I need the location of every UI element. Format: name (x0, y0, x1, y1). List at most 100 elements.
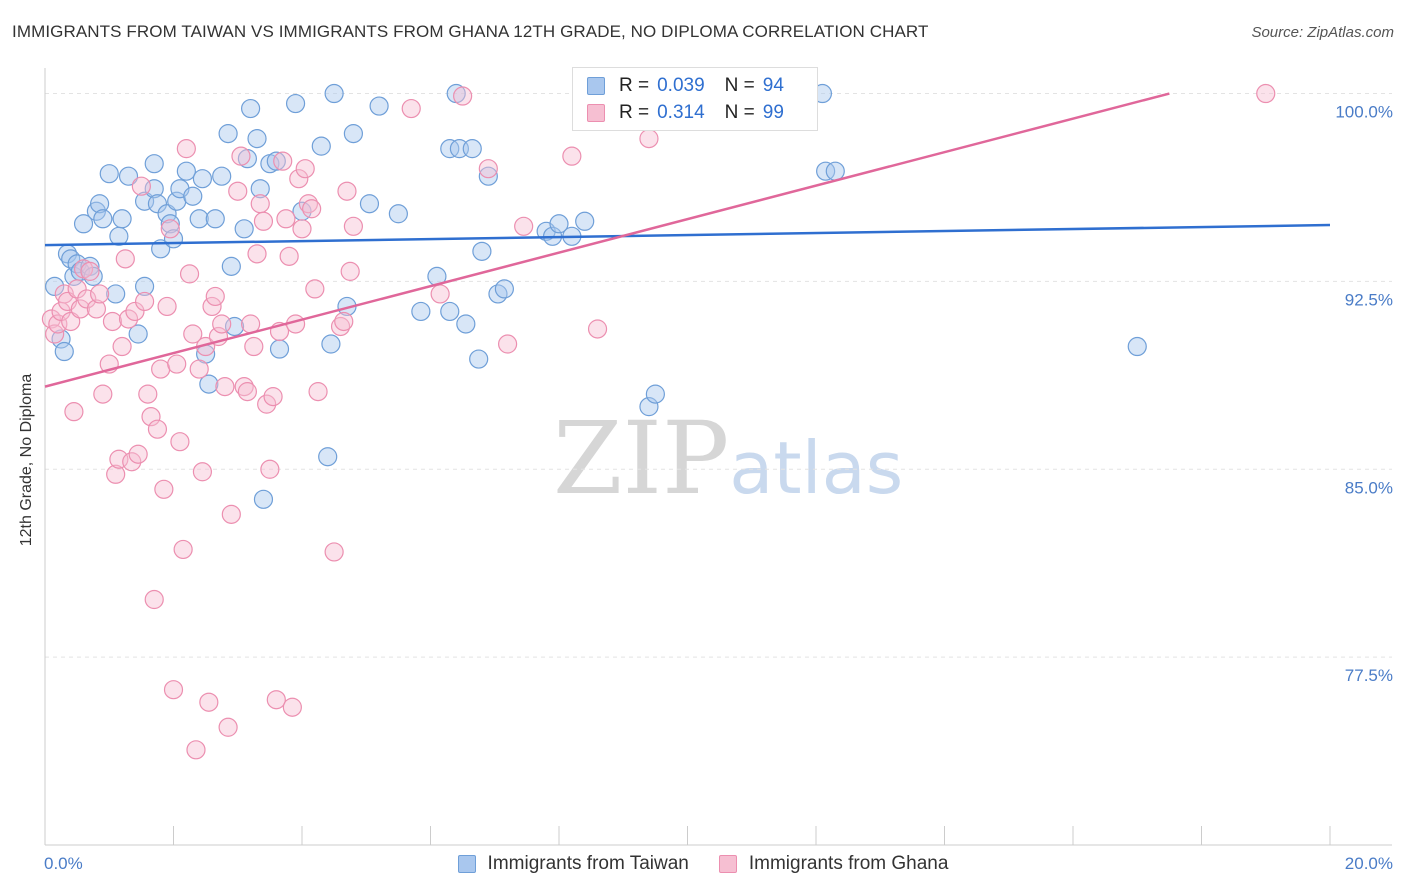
taiwan-point (54, 341, 74, 362)
taiwan-point (241, 98, 261, 119)
taiwan-point (51, 329, 71, 349)
ghana-point (212, 314, 232, 334)
taiwan-point (45, 276, 65, 297)
taiwan-point (645, 384, 665, 404)
ghana-point (292, 219, 312, 239)
ghana-point (324, 542, 344, 562)
taiwan-swatch (457, 855, 476, 873)
n-label: N = (724, 75, 755, 96)
ghana-point (244, 336, 264, 357)
taiwan-point (212, 166, 232, 186)
ghana-point (282, 697, 302, 717)
taiwan-point (359, 194, 380, 214)
n-value: 99 (762, 102, 784, 123)
ghana-point (77, 289, 97, 309)
ghana-point (199, 692, 219, 712)
taiwan-point (266, 151, 286, 171)
ghana-point (1256, 83, 1276, 104)
stats-row-ghana: R = 0.314 N = 99 (587, 101, 784, 125)
legend-item-ghana[interactable]: Immigrants from Ghana (718, 853, 948, 875)
n-label: N = (724, 102, 755, 123)
taiwan-point (269, 339, 290, 359)
ghana-point (266, 690, 286, 710)
x-tick-label: 20.0% (1345, 854, 1393, 873)
series-ghana-points (41, 83, 1276, 760)
watermark: ZIPatlas (553, 400, 903, 517)
taiwan-point (118, 166, 139, 186)
ghana-point (295, 159, 315, 179)
taiwan-point (134, 276, 155, 297)
ghana-point (453, 86, 473, 106)
ghana-point (340, 261, 360, 281)
ghana-point (134, 291, 155, 312)
ghana-point (639, 129, 659, 149)
taiwan-point (73, 214, 94, 234)
legend-item-taiwan[interactable]: Immigrants from Taiwan (457, 853, 689, 875)
taiwan-point (639, 397, 659, 417)
taiwan-point (549, 214, 569, 234)
chart-title: IMMIGRANTS FROM TAIWAN VS IMMIGRANTS FRO… (12, 22, 929, 41)
ghana-point (125, 301, 145, 322)
ghana-point (237, 382, 257, 402)
ghana-point (170, 432, 190, 452)
ghana-point (173, 539, 193, 560)
ghana-point (221, 504, 241, 524)
taiwan-point (318, 447, 338, 467)
r-value: 0.314 (657, 102, 705, 123)
ghana-point (131, 176, 151, 196)
taiwan-point (144, 154, 164, 174)
taiwan-point (311, 136, 331, 156)
taiwan-point (189, 209, 209, 229)
ghana-point (263, 387, 283, 407)
taiwan-point (369, 96, 389, 116)
watermark-zip: ZIP (553, 400, 730, 517)
ghana-point (167, 354, 187, 374)
taiwan-point (462, 139, 482, 159)
ghana-point (80, 261, 100, 281)
taiwan-point (247, 129, 267, 149)
axes (44, 68, 1392, 846)
ghana-point (176, 139, 196, 159)
ghana-point (478, 159, 498, 179)
ghana-point (562, 146, 582, 166)
taiwan-point (825, 161, 845, 181)
ghana-point (253, 211, 274, 231)
ghana-point (192, 462, 213, 482)
ghana-point (93, 384, 113, 404)
ghana-point (160, 219, 180, 239)
taiwan-point (90, 194, 110, 214)
ghana-point (587, 319, 608, 339)
ghana-point (122, 452, 142, 472)
ghana-swatch (587, 104, 605, 122)
series-legend: Immigrants from Taiwan Immigrants from G… (0, 852, 1406, 876)
taiwan-trend-line (44, 223, 1331, 247)
ghana-point (179, 264, 200, 284)
ghana-point (186, 740, 206, 760)
watermark-atlas: atlas (729, 426, 904, 510)
r-label: R = (619, 75, 650, 96)
taiwan-point (183, 186, 203, 206)
ghana-point (273, 151, 293, 171)
ghana-point (302, 199, 322, 219)
ghana-point (260, 459, 280, 479)
x-tick-label: 0.0% (44, 854, 83, 873)
taiwan-point (494, 279, 514, 299)
grid-lines (45, 93, 1392, 658)
ghana-point (138, 384, 158, 404)
taiwan-point (199, 374, 219, 394)
ghana-point (305, 279, 325, 299)
ghana-point (102, 311, 123, 332)
r-label: R = (619, 102, 650, 123)
y-tick-label: 85.0% (1345, 478, 1393, 497)
ghana-point (279, 246, 299, 266)
source-credit: Source: ZipAtlas.com (1251, 24, 1394, 41)
ghana-point (86, 299, 107, 319)
taiwan-point (285, 93, 306, 114)
ghana-point (308, 382, 328, 402)
y-tick-label: 92.5% (1345, 290, 1393, 309)
ghana-point (118, 309, 139, 329)
stats-legend: R = 0.039 N = 94 R = 0.314 N = 99 (572, 67, 818, 131)
ghana-point (250, 194, 270, 214)
taiwan-point (321, 334, 341, 354)
